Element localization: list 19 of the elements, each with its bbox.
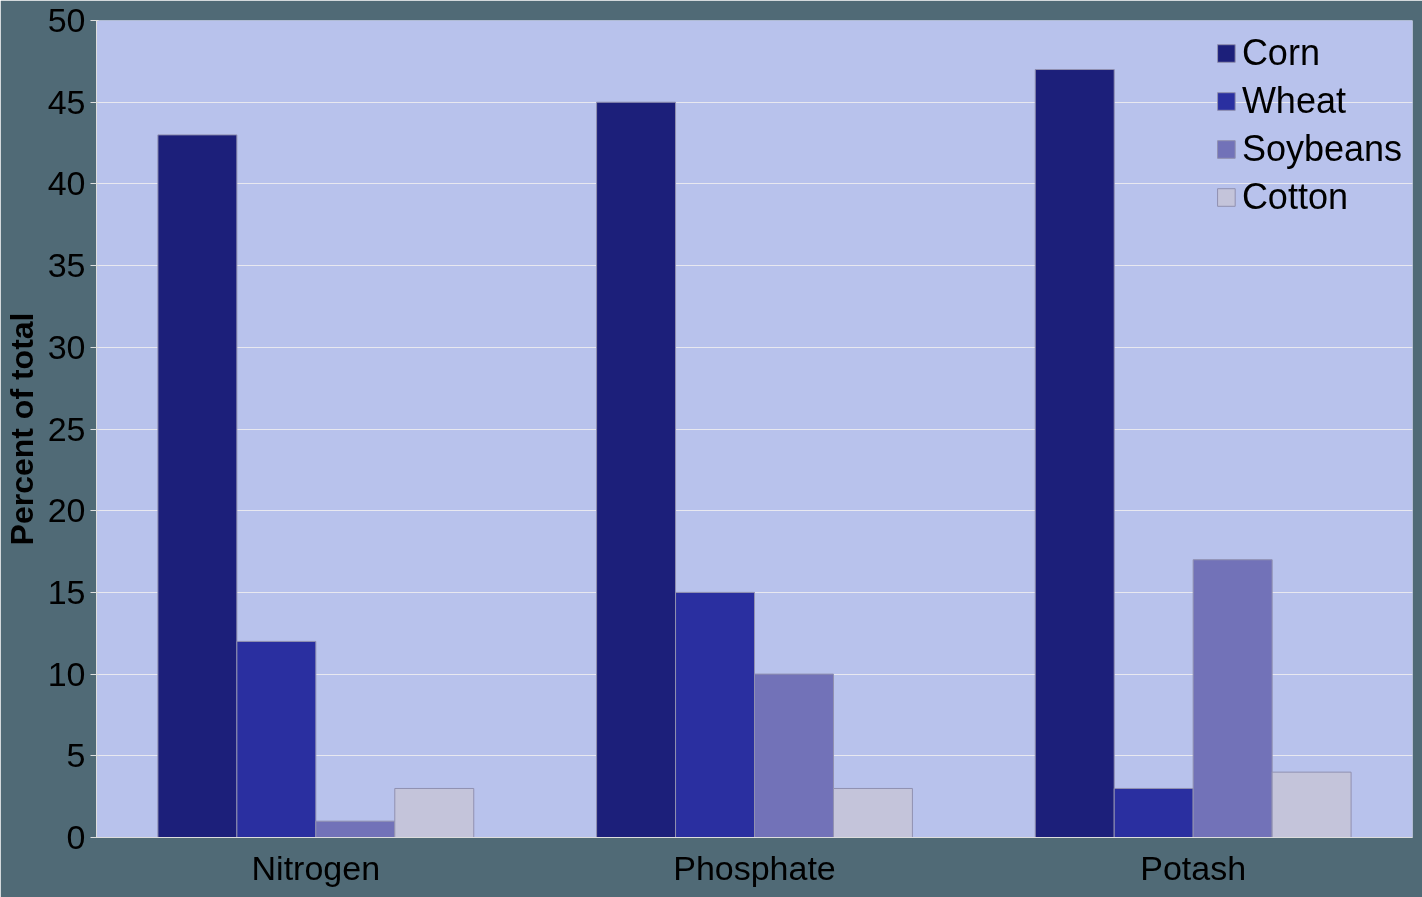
legend-label: Soybeans xyxy=(1241,127,1402,171)
y-tick-label: 30 xyxy=(47,327,86,366)
x-tick-label: Potash xyxy=(1140,848,1247,887)
y-tick-label: 20 xyxy=(47,491,86,530)
legend-label: Corn xyxy=(1241,31,1320,75)
x-tick-label: Nitrogen xyxy=(251,848,381,887)
y-tick-label: 40 xyxy=(47,164,86,203)
y-tick-label: 35 xyxy=(47,246,86,285)
y-tick-label: 5 xyxy=(66,736,86,775)
y-tick-label: 45 xyxy=(47,82,86,121)
legend-label: Wheat xyxy=(1241,79,1346,123)
y-tick-label: 25 xyxy=(47,409,86,448)
y-tick-label: 15 xyxy=(47,572,86,611)
legend-label: Cotton xyxy=(1241,175,1348,219)
y-tick-label: 10 xyxy=(47,654,86,693)
y-axis-title: Percent of total xyxy=(3,312,40,546)
y-tick-label: 50 xyxy=(47,1,86,39)
y-tick-label: 0 xyxy=(66,818,86,856)
x-tick-label: Phosphate xyxy=(673,848,836,887)
